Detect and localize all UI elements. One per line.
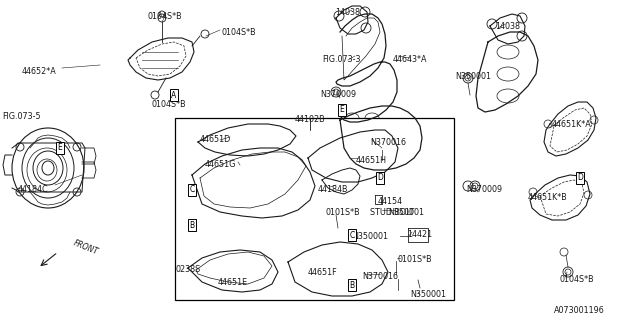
Text: N370009: N370009 [466,185,502,194]
Bar [175,118,454,300]
Text: A073001196: A073001196 [554,306,605,315]
Text: 0101S*B: 0101S*B [397,255,431,264]
Text: FIG.073-3: FIG.073-3 [322,55,360,64]
Text: 14038: 14038 [335,8,360,17]
Text: 0101S*B: 0101S*B [326,208,360,217]
Text: 44652*A: 44652*A [22,67,57,76]
Text: A: A [172,91,177,100]
Text: STUD BOLT: STUD BOLT [370,208,414,217]
Text: D: D [577,173,583,182]
Text: 14421: 14421 [407,230,432,239]
Text: D: D [377,173,383,182]
Text: N370016: N370016 [370,138,406,147]
Text: 0104S*B: 0104S*B [560,275,595,284]
Text: FRONT: FRONT [72,239,99,257]
Text: 44651D: 44651D [200,135,231,144]
Text: 14038: 14038 [495,22,520,31]
Text: 0104S*B: 0104S*B [222,28,257,37]
Text: 44651G: 44651G [205,160,236,169]
Text: FIG.073-5: FIG.073-5 [2,112,40,121]
Text: 44651F: 44651F [308,268,338,277]
Text: N350001: N350001 [410,290,446,299]
Text: 44154: 44154 [378,197,403,206]
Text: B: B [189,220,195,229]
Text: 0104S*B: 0104S*B [152,100,187,109]
Text: 44643*A: 44643*A [393,55,428,64]
Text: N350001: N350001 [352,232,388,241]
Text: B: B [349,281,355,290]
Text: 44651K*A: 44651K*A [552,120,592,129]
Text: 0238S: 0238S [175,265,200,274]
Text: 44184C: 44184C [18,185,49,194]
Text: E: E [340,106,344,115]
Text: 44651H: 44651H [356,156,387,165]
Text: N370016: N370016 [362,272,398,281]
Text: N350001: N350001 [388,208,424,217]
Text: E: E [58,143,62,153]
Text: 44102B: 44102B [295,115,326,124]
Text: C: C [349,230,355,239]
Text: C: C [189,186,195,195]
Text: 44184B: 44184B [318,185,349,194]
Text: N350001: N350001 [455,72,491,81]
Text: 44651E: 44651E [218,278,248,287]
Text: 0104S*B: 0104S*B [148,12,182,21]
Text: 44651K*B: 44651K*B [528,193,568,202]
Text: N370009: N370009 [320,90,356,99]
